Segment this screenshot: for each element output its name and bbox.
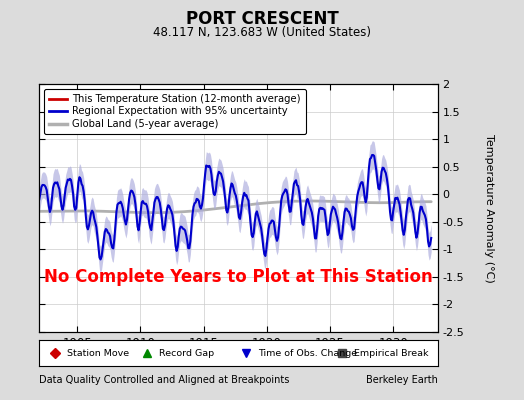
Text: 48.117 N, 123.683 W (United States): 48.117 N, 123.683 W (United States) — [153, 26, 371, 39]
Text: PORT CRESCENT: PORT CRESCENT — [185, 10, 339, 28]
Y-axis label: Temperature Anomaly (°C): Temperature Anomaly (°C) — [484, 134, 494, 282]
Text: Station Move: Station Move — [67, 348, 129, 358]
Text: Data Quality Controlled and Aligned at Breakpoints: Data Quality Controlled and Aligned at B… — [39, 375, 290, 385]
Text: Empirical Break: Empirical Break — [354, 348, 429, 358]
Text: Record Gap: Record Gap — [159, 348, 214, 358]
Legend: This Temperature Station (12-month average), Regional Expectation with 95% uncer: This Temperature Station (12-month avera… — [45, 89, 306, 134]
Text: No Complete Years to Plot at This Station: No Complete Years to Plot at This Statio… — [44, 268, 433, 286]
Text: Berkeley Earth: Berkeley Earth — [366, 375, 438, 385]
Text: Time of Obs. Change: Time of Obs. Change — [258, 348, 357, 358]
